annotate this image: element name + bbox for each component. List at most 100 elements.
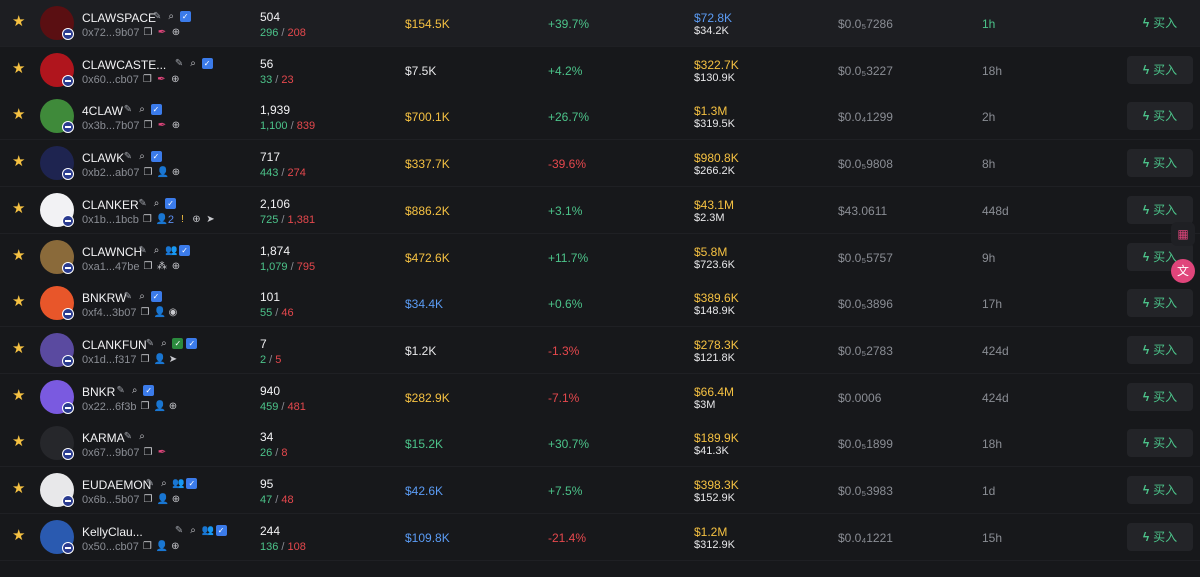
- search-icon[interactable]: ⌕: [139, 104, 145, 115]
- token-address[interactable]: 0x67...9b07: [82, 447, 140, 459]
- search-icon[interactable]: ⌕: [168, 11, 174, 22]
- token-avatar[interactable]: [40, 146, 74, 180]
- verified-icon[interactable]: ✓: [165, 198, 177, 209]
- person-icon[interactable]: 👤: [156, 167, 169, 178]
- favorite-star-icon[interactable]: ★: [12, 106, 26, 123]
- pen-icon[interactable]: ✎: [174, 525, 184, 536]
- pen-icon[interactable]: ✎: [138, 198, 147, 209]
- feather-icon[interactable]: ✒: [157, 27, 167, 38]
- person-icon[interactable]: 👤: [156, 494, 169, 505]
- person-icon[interactable]: 👤: [155, 541, 169, 552]
- token-name[interactable]: KellyClau...: [82, 525, 143, 539]
- favorite-star-icon[interactable]: ★: [12, 60, 26, 77]
- table-row[interactable]: ★ CLAWCASTE... ✎ ⌕ ✓ 0x60...cb07 ❐ ✒ ⊕ 56 33 / 23 $…: [0, 47, 1200, 94]
- copy-icon[interactable]: ❐: [143, 261, 153, 272]
- token-name[interactable]: EUDAEMON: [82, 478, 152, 492]
- favorite-star-icon[interactable]: ★: [12, 153, 26, 170]
- person-icon[interactable]: 👤: [153, 307, 166, 318]
- search-icon[interactable]: ⌕: [139, 151, 145, 162]
- token-avatar[interactable]: [40, 193, 74, 227]
- translate-icon[interactable]: 文: [1171, 259, 1195, 283]
- pen-icon[interactable]: ✎: [123, 291, 133, 302]
- feather-icon[interactable]: ✒: [157, 447, 167, 458]
- buy-button[interactable]: ϟ 买入: [1127, 289, 1193, 317]
- buy-button[interactable]: ϟ 买入: [1127, 9, 1193, 37]
- search-icon[interactable]: ⌕: [131, 385, 138, 396]
- copy-icon[interactable]: ❐: [142, 541, 152, 552]
- people-icon[interactable]: 👥: [165, 245, 178, 256]
- search-icon[interactable]: ⌕: [139, 431, 145, 442]
- globe-icon[interactable]: ⊕: [171, 74, 180, 85]
- copy-icon[interactable]: ❐: [143, 447, 153, 458]
- token-name[interactable]: CLAWSPACE: [82, 11, 157, 25]
- token-avatar[interactable]: [40, 286, 74, 320]
- token-address[interactable]: 0x22...6f3b: [82, 401, 137, 413]
- pen-icon[interactable]: ✎: [138, 245, 147, 256]
- buy-button[interactable]: ϟ 买入: [1127, 102, 1193, 130]
- telegram-icon[interactable]: ➤: [206, 214, 215, 225]
- copy-icon[interactable]: ❐: [142, 214, 152, 225]
- pen-icon[interactable]: ✎: [123, 104, 133, 115]
- globe-icon[interactable]: ⊕: [171, 261, 181, 272]
- buy-button[interactable]: ϟ 买入: [1127, 383, 1193, 411]
- globe-icon[interactable]: ⊕: [171, 120, 181, 131]
- table-row[interactable]: ★ CLAWK ✎ ⌕ ✓ 0xb2...ab07 ❐ 👤 ⊕ 717 443 / 274 $337.…: [0, 140, 1200, 187]
- token-address[interactable]: 0x72...9b07: [82, 27, 140, 39]
- token-address[interactable]: 0x1d...f317: [82, 354, 137, 366]
- person-icon[interactable]: 👤: [155, 214, 169, 225]
- copy-icon[interactable]: ❐: [143, 494, 153, 505]
- telegram-icon[interactable]: ➤: [168, 354, 178, 365]
- buy-button[interactable]: ϟ 买入: [1127, 523, 1193, 551]
- verified-icon[interactable]: ✓: [150, 291, 162, 302]
- copy-icon[interactable]: ❐: [143, 27, 153, 38]
- search-icon[interactable]: ⌕: [190, 58, 196, 69]
- table-row[interactable]: ★ CLANKFUN ✎ ⌕ ✓ ✓ 0x1d...f317 ❐ 👤 ➤ 7 2 / 5 $1.2K -1…: [0, 327, 1200, 374]
- verified-icon[interactable]: ✓: [201, 58, 213, 69]
- search-icon[interactable]: ⌕: [153, 245, 160, 256]
- copy-icon[interactable]: ❐: [140, 307, 150, 318]
- verified-icon[interactable]: ✓: [186, 338, 198, 349]
- token-avatar[interactable]: [40, 240, 74, 274]
- favorite-star-icon[interactable]: ★: [12, 433, 26, 450]
- token-avatar[interactable]: [40, 333, 74, 367]
- favorite-star-icon[interactable]: ★: [12, 480, 26, 497]
- token-name[interactable]: BNKRW: [82, 291, 127, 305]
- copy-icon[interactable]: ❐: [143, 120, 153, 131]
- verified-icon[interactable]: ✓: [150, 151, 162, 162]
- globe-icon[interactable]: ⊕: [171, 27, 181, 38]
- token-address[interactable]: 0x3b...7b07: [82, 120, 140, 132]
- green-icon[interactable]: ✓: [172, 338, 184, 349]
- copy-icon[interactable]: ❐: [140, 354, 150, 365]
- verified-icon[interactable]: ✓: [215, 525, 227, 536]
- globe-icon[interactable]: ⊕: [171, 167, 181, 178]
- favorite-star-icon[interactable]: ★: [12, 247, 26, 264]
- buy-button[interactable]: ϟ 买入: [1127, 336, 1193, 364]
- buy-button[interactable]: ϟ 买入: [1127, 243, 1193, 271]
- token-avatar[interactable]: [40, 53, 74, 87]
- pen-icon[interactable]: ✎: [174, 58, 184, 69]
- buy-button[interactable]: ϟ 买入: [1127, 196, 1193, 224]
- copy-icon[interactable]: ❐: [142, 74, 152, 85]
- token-name[interactable]: CLAWNCH: [82, 245, 143, 259]
- favorite-star-icon[interactable]: ★: [12, 13, 26, 30]
- token-avatar[interactable]: [40, 380, 74, 414]
- token-name[interactable]: CLANKFUN: [82, 338, 147, 352]
- copy-icon[interactable]: ❐: [143, 167, 153, 178]
- token-name[interactable]: BNKR: [82, 385, 116, 399]
- buy-button[interactable]: ϟ 买入: [1127, 429, 1193, 457]
- token-name[interactable]: 4CLAW: [82, 104, 123, 118]
- token-address[interactable]: 0xf4...3b07: [82, 307, 137, 319]
- github-icon[interactable]: ◉: [168, 307, 178, 318]
- favorite-star-icon[interactable]: ★: [12, 293, 26, 310]
- feather-icon[interactable]: ✒: [157, 74, 166, 85]
- globe-icon[interactable]: ⊕: [171, 494, 181, 505]
- table-row[interactable]: ★ CLANKER ✎ ⌕ ✓ 0x1b...1bcb ❐ 👤2! ⊕ ➤ 2,106 725 / 1…: [0, 187, 1200, 234]
- token-name[interactable]: CLAWCASTE...: [82, 58, 167, 72]
- verified-icon[interactable]: ✓: [186, 478, 198, 489]
- token-address[interactable]: 0x1b...1bcb: [82, 214, 139, 226]
- search-icon[interactable]: ⌕: [161, 338, 167, 349]
- table-row[interactable]: ★ EUDAEMON ✎ ⌕ 👥 ✓ 0x6b...5b07 ❐ 👤 ⊕ 95 47 / 48 $42.…: [0, 467, 1200, 514]
- favorite-star-icon[interactable]: ★: [12, 200, 26, 217]
- verified-icon[interactable]: ✓: [179, 11, 191, 22]
- token-name[interactable]: CLAWK: [82, 151, 125, 165]
